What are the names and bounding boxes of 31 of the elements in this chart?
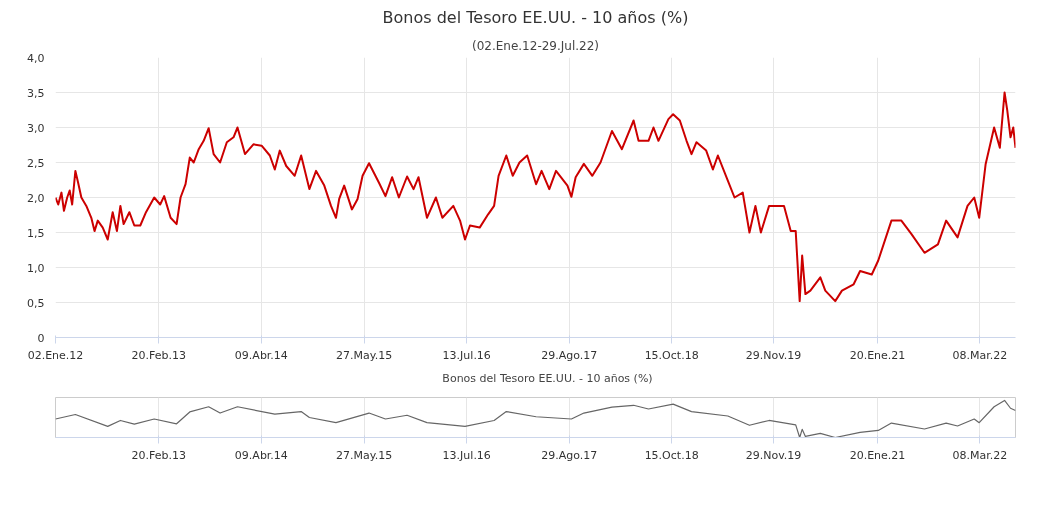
x-tick-label: 20.Ene.21 <box>849 448 906 462</box>
x-tick-label: 15.Oct.18 <box>644 348 699 362</box>
chart-title: Bonos del Tesoro EE.UU. - 10 años (%) <box>382 7 689 27</box>
y-tick-label: 3,0 <box>27 121 45 135</box>
x-tick-label: 02.Ene.12 <box>27 348 84 362</box>
y-tick-label: 1,5 <box>27 226 45 240</box>
y-tick-label: 1,0 <box>27 261 45 275</box>
x-tick-label: 20.Feb.13 <box>131 448 186 462</box>
x-tick-label: 13.Jul.16 <box>442 448 491 462</box>
x-tick-label: 09.Abr.14 <box>234 348 288 362</box>
x-tick-label: 09.Abr.14 <box>234 448 288 462</box>
x-tick-label: 29.Ago.17 <box>541 448 598 462</box>
x-tick-label: 29.Nov.19 <box>745 448 802 462</box>
y-tick-label: 3,5 <box>27 86 45 100</box>
x-tick-label: 29.Nov.19 <box>745 348 802 362</box>
x-tick-label: 13.Jul.16 <box>442 348 491 362</box>
x-tick-label: 20.Feb.13 <box>131 348 186 362</box>
chart-subtitle: (02.Ene.12-29.Jul.22) <box>471 38 600 53</box>
x-tick-label: 08.Mar.22 <box>952 448 1008 462</box>
y-tick-label: 4,0 <box>27 51 45 65</box>
x-tick-label: 29.Ago.17 <box>541 348 598 362</box>
text: Bonos del Tesoro EE.UU. - 10 años (%) <box>442 371 653 385</box>
y-tick-label: 2,5 <box>27 156 45 170</box>
y-tick-label: 0,5 <box>27 296 45 310</box>
x-tick-label: 20.Ene.21 <box>849 348 906 362</box>
x-tick-label: 08.Mar.22 <box>952 348 1008 362</box>
x-tick-label: 27.May.15 <box>335 348 393 362</box>
x-tick-label: 15.Oct.18 <box>644 448 699 462</box>
y-tick-label: 0 <box>37 331 45 345</box>
x-tick-label: 27.May.15 <box>335 448 393 462</box>
y-tick-label: 2,0 <box>27 191 45 205</box>
